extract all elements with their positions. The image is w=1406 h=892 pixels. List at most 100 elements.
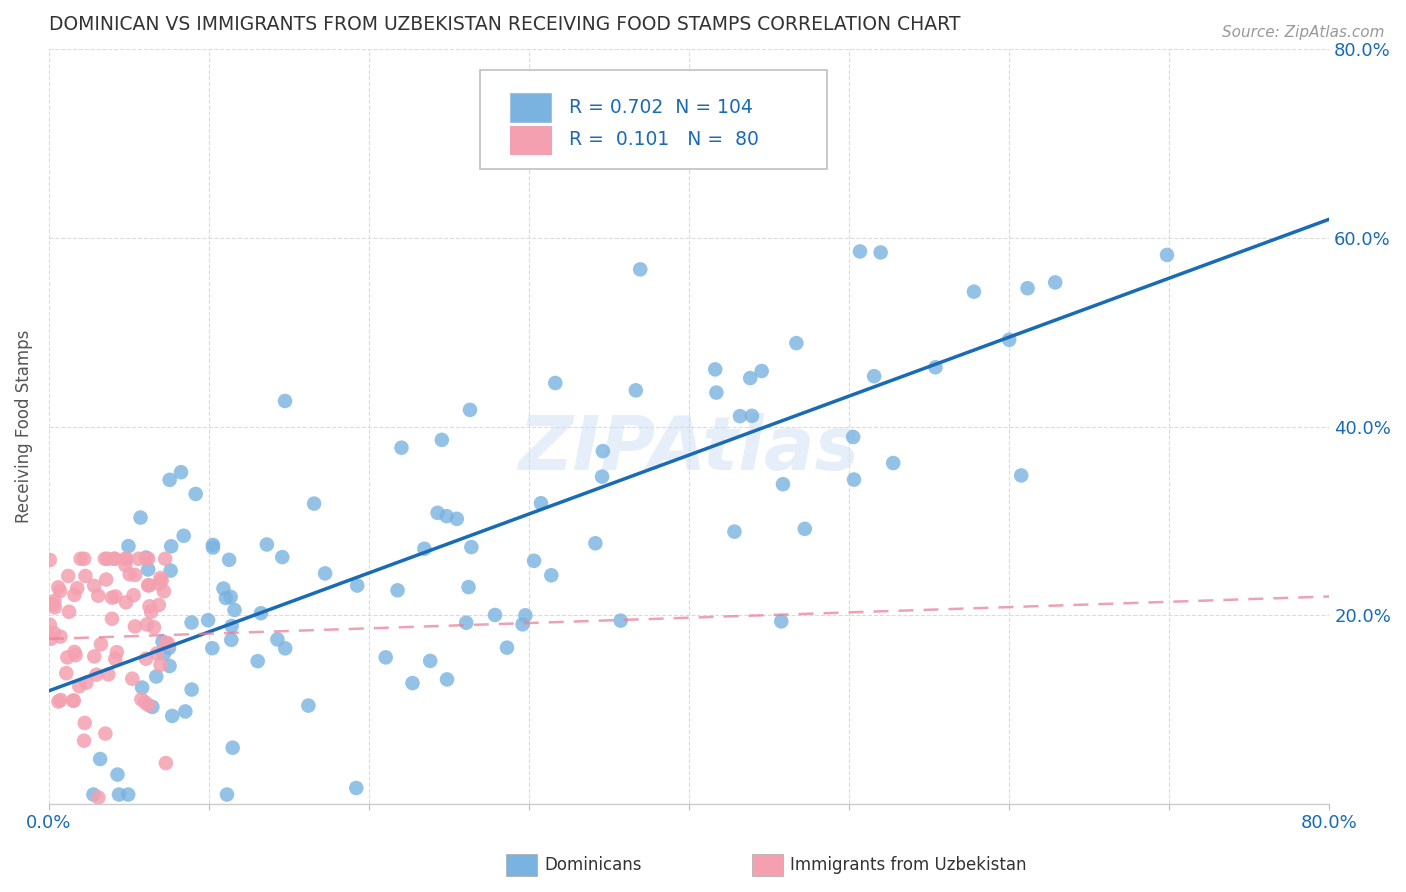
Point [38, 553, 60, 567]
Point [73, 733, 96, 747]
Point [391, 441, 413, 455]
Point [136, 551, 159, 566]
Point [138, 698, 160, 712]
Point [149, 571, 172, 585]
Point [49, 693, 72, 707]
Point [215, 788, 238, 802]
Point [842, 430, 865, 444]
Point [89, 752, 111, 766]
Text: Immigrants from Uzbekistan: Immigrants from Uzbekistan [790, 856, 1026, 874]
Point [115, 595, 138, 609]
Point [772, 477, 794, 491]
Point [131, 692, 153, 706]
Point [69, 551, 91, 566]
Point [42, 598, 65, 612]
Point [141, 700, 163, 714]
Point [446, 512, 468, 526]
Point [160, 709, 183, 723]
Point [82, 788, 104, 802]
Point [430, 433, 453, 447]
Point [46, 580, 69, 594]
Point [704, 362, 727, 376]
Point [56, 569, 79, 583]
Point [458, 402, 481, 417]
Point [740, 371, 762, 385]
Point [184, 487, 207, 501]
Point [146, 647, 169, 661]
FancyBboxPatch shape [481, 70, 827, 169]
Point [105, 645, 128, 659]
Point [523, 554, 546, 568]
Point [1010, 468, 1032, 483]
Point [44, 594, 66, 608]
Point [134, 695, 156, 709]
Point [136, 562, 159, 576]
Point [141, 605, 163, 619]
Point [174, 705, 197, 719]
Point [271, 550, 294, 565]
Point [274, 394, 297, 409]
Point [413, 541, 436, 556]
Point [544, 376, 567, 390]
Point [591, 469, 613, 483]
Point [770, 615, 793, 629]
Point [63, 645, 86, 659]
Point [73, 715, 96, 730]
Point [148, 598, 170, 612]
Point [42, 626, 65, 640]
Point [156, 636, 179, 650]
Point [484, 607, 506, 622]
Point [114, 551, 136, 566]
Point [103, 551, 125, 566]
Point [515, 608, 537, 623]
Point [62, 694, 84, 708]
Point [201, 541, 224, 555]
Point [148, 576, 170, 591]
Point [256, 537, 278, 551]
Point [94, 726, 117, 740]
Point [436, 673, 458, 687]
Point [86, 667, 108, 681]
Point [129, 510, 152, 524]
Point [153, 551, 176, 566]
Text: Dominicans: Dominicans [544, 856, 641, 874]
Point [155, 756, 177, 770]
Point [215, 591, 238, 605]
Point [153, 584, 176, 599]
Point [118, 567, 141, 582]
Point [387, 583, 409, 598]
Point [863, 369, 886, 384]
Point [793, 522, 815, 536]
Point [83, 649, 105, 664]
Point [101, 612, 124, 626]
Point [104, 551, 127, 566]
Point [201, 641, 224, 656]
Point [49, 630, 72, 644]
Point [218, 553, 240, 567]
Point [426, 506, 449, 520]
Point [173, 529, 195, 543]
Point [108, 788, 131, 802]
Point [246, 654, 269, 668]
Point [157, 640, 180, 655]
Point [314, 566, 336, 581]
Point [1156, 248, 1178, 262]
Point [728, 409, 751, 424]
Bar [510, 126, 551, 154]
Point [1045, 276, 1067, 290]
Point [96, 573, 118, 587]
Point [706, 385, 728, 400]
Point [274, 641, 297, 656]
Point [115, 551, 138, 566]
Point [624, 384, 647, 398]
Point [101, 591, 124, 605]
Point [56, 650, 79, 665]
Point [104, 590, 127, 604]
Point [117, 788, 139, 802]
Point [138, 599, 160, 614]
Point [998, 333, 1021, 347]
Point [96, 551, 118, 566]
Point [224, 603, 246, 617]
Point [55, 666, 77, 681]
Text: R =  0.101   N =  80: R = 0.101 N = 80 [569, 130, 759, 150]
